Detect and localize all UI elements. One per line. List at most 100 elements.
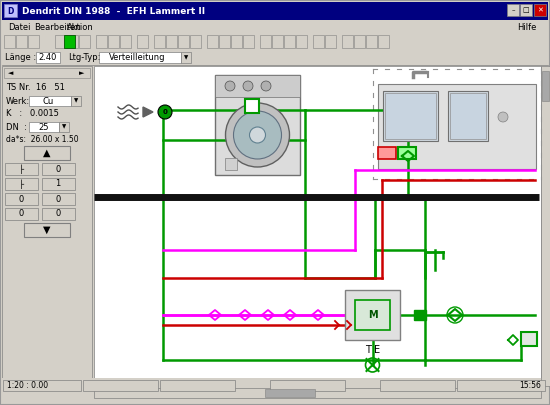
Bar <box>5 163 38 175</box>
Bar <box>154 35 165 48</box>
Bar <box>160 380 235 391</box>
Bar <box>94 66 541 386</box>
Text: Dendrit DIN 1988  -  EFH Lammert II: Dendrit DIN 1988 - EFH Lammert II <box>22 6 205 15</box>
Text: ▼: ▼ <box>184 55 188 60</box>
Text: ├: ├ <box>19 164 24 174</box>
Text: Werk:: Werk: <box>6 96 30 105</box>
Text: Verteilleitung: Verteilleitung <box>109 53 165 62</box>
Text: Hilfe: Hilfe <box>516 23 536 32</box>
Text: ▼: ▼ <box>62 124 66 130</box>
Bar <box>378 147 396 159</box>
Bar <box>355 300 390 330</box>
Text: ◄: ◄ <box>8 70 13 76</box>
Text: –: – <box>512 8 515 13</box>
Polygon shape <box>143 107 153 117</box>
Bar <box>2 66 92 386</box>
Bar <box>94 388 541 398</box>
Text: 1:20 : 0.00: 1:20 : 0.00 <box>7 381 48 390</box>
Bar <box>5 193 38 205</box>
Bar <box>4 35 15 48</box>
Bar <box>29 122 59 132</box>
Bar <box>507 4 519 16</box>
Bar <box>215 75 300 97</box>
Bar <box>64 35 75 48</box>
Text: DN  :: DN : <box>6 122 27 132</box>
Text: ▼: ▼ <box>43 225 51 235</box>
Bar <box>24 146 70 160</box>
Bar <box>2 20 548 33</box>
Bar <box>385 93 436 139</box>
Text: □: □ <box>522 8 529 13</box>
Bar <box>296 35 307 48</box>
Bar <box>59 122 69 132</box>
Bar <box>96 35 107 48</box>
Text: ├: ├ <box>19 179 24 189</box>
Text: 2.40: 2.40 <box>39 53 57 62</box>
Bar <box>5 178 38 190</box>
Bar <box>2 51 548 65</box>
Bar <box>383 91 438 141</box>
Text: 15:56: 15:56 <box>519 381 541 390</box>
Text: K   :   0.0015: K : 0.0015 <box>6 109 59 119</box>
Bar <box>345 290 400 340</box>
Bar <box>366 35 377 48</box>
Text: 25: 25 <box>39 122 50 132</box>
Bar <box>231 35 242 48</box>
Bar <box>342 35 353 48</box>
Text: M: M <box>367 310 378 320</box>
Bar <box>243 35 254 48</box>
Bar <box>4 4 17 17</box>
Bar <box>67 35 78 48</box>
Bar <box>28 35 39 48</box>
Text: ▲: ▲ <box>43 148 51 158</box>
Bar <box>83 380 158 391</box>
Bar <box>284 35 295 48</box>
Bar <box>24 223 70 237</box>
Text: da*s:  26.00 x 1.50: da*s: 26.00 x 1.50 <box>6 136 79 145</box>
Text: ▼: ▼ <box>74 98 78 104</box>
Text: 0: 0 <box>18 209 24 219</box>
Circle shape <box>498 112 508 122</box>
Circle shape <box>243 81 253 91</box>
Bar <box>181 52 191 63</box>
Bar <box>541 66 550 386</box>
Polygon shape <box>414 310 426 320</box>
Bar <box>219 35 230 48</box>
Bar <box>378 35 389 48</box>
Bar <box>108 35 119 48</box>
Text: TS Nr.  16   51: TS Nr. 16 51 <box>6 83 65 92</box>
Bar <box>42 193 75 205</box>
Text: Länge :: Länge : <box>5 53 36 62</box>
Bar <box>55 35 66 48</box>
Text: ✕: ✕ <box>537 8 543 13</box>
Bar <box>378 84 536 169</box>
Bar <box>2 2 548 20</box>
Text: T E: T E <box>365 345 380 355</box>
Bar <box>325 35 336 48</box>
Bar <box>450 93 486 139</box>
Bar <box>79 35 90 48</box>
Text: 0: 0 <box>56 194 60 203</box>
Bar <box>71 96 81 106</box>
Bar <box>534 4 546 16</box>
Bar <box>42 208 75 220</box>
Bar <box>99 52 181 63</box>
Text: 0: 0 <box>56 209 60 219</box>
Bar <box>36 52 60 63</box>
Text: Bearbeiten: Bearbeiten <box>34 23 81 32</box>
Text: ►: ► <box>79 70 84 76</box>
Bar <box>520 4 532 16</box>
Bar <box>207 35 218 48</box>
Bar <box>521 332 537 346</box>
Bar <box>2 33 548 51</box>
Text: Aktion: Aktion <box>67 23 94 32</box>
Bar <box>16 35 27 48</box>
Text: 0: 0 <box>56 164 60 173</box>
Circle shape <box>261 81 271 91</box>
Bar <box>448 91 488 141</box>
Text: 0: 0 <box>18 194 24 203</box>
Text: Datei: Datei <box>8 23 30 32</box>
Bar <box>354 35 365 48</box>
Bar <box>265 389 315 397</box>
Text: M: M <box>368 310 377 320</box>
